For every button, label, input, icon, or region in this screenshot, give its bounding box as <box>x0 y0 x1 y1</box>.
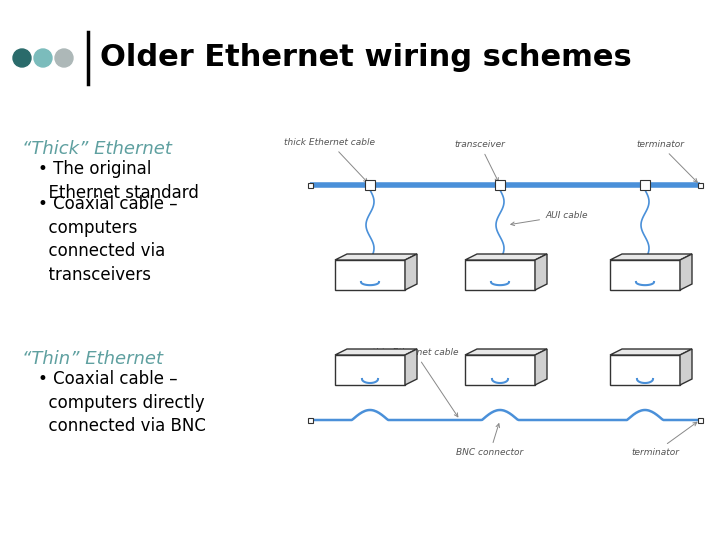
Bar <box>610 355 680 385</box>
Polygon shape <box>405 254 417 290</box>
Polygon shape <box>405 349 417 385</box>
Polygon shape <box>680 254 692 290</box>
Text: • The original
  Ethernet standard: • The original Ethernet standard <box>38 160 199 201</box>
Bar <box>698 183 703 187</box>
Text: terminator: terminator <box>631 422 697 457</box>
Bar <box>365 180 375 190</box>
Text: “Thin” Ethernet: “Thin” Ethernet <box>22 350 163 368</box>
Bar <box>610 260 680 290</box>
Bar <box>465 260 535 290</box>
Bar <box>640 180 650 190</box>
Bar <box>307 183 312 187</box>
Circle shape <box>13 49 31 67</box>
Text: thin Ethernet cable: thin Ethernet cable <box>372 348 458 417</box>
Text: BNC connector: BNC connector <box>456 424 523 457</box>
Polygon shape <box>335 349 417 355</box>
Bar <box>465 355 535 385</box>
Polygon shape <box>465 349 547 355</box>
Bar <box>698 417 703 422</box>
Text: • Coaxial cable –
  computers
  connected via
  transceivers: • Coaxial cable – computers connected vi… <box>38 195 178 284</box>
Polygon shape <box>680 349 692 385</box>
Text: Older Ethernet wiring schemes: Older Ethernet wiring schemes <box>100 44 631 72</box>
Text: • Coaxial cable –
  computers directly
  connected via BNC: • Coaxial cable – computers directly con… <box>38 370 206 435</box>
Text: terminator: terminator <box>636 140 697 182</box>
Bar <box>335 260 405 290</box>
Circle shape <box>34 49 52 67</box>
Text: AUI cable: AUI cable <box>510 211 588 226</box>
Circle shape <box>55 49 73 67</box>
Text: transceiver: transceiver <box>454 140 505 181</box>
Polygon shape <box>535 349 547 385</box>
Bar <box>335 355 405 385</box>
Bar <box>307 417 312 422</box>
Text: “Thick” Ethernet: “Thick” Ethernet <box>22 140 172 158</box>
Polygon shape <box>335 254 417 260</box>
Polygon shape <box>535 254 547 290</box>
Text: thick Ethernet cable: thick Ethernet cable <box>284 138 376 182</box>
Polygon shape <box>610 349 692 355</box>
Polygon shape <box>610 254 692 260</box>
Bar <box>495 180 505 190</box>
Polygon shape <box>465 254 547 260</box>
